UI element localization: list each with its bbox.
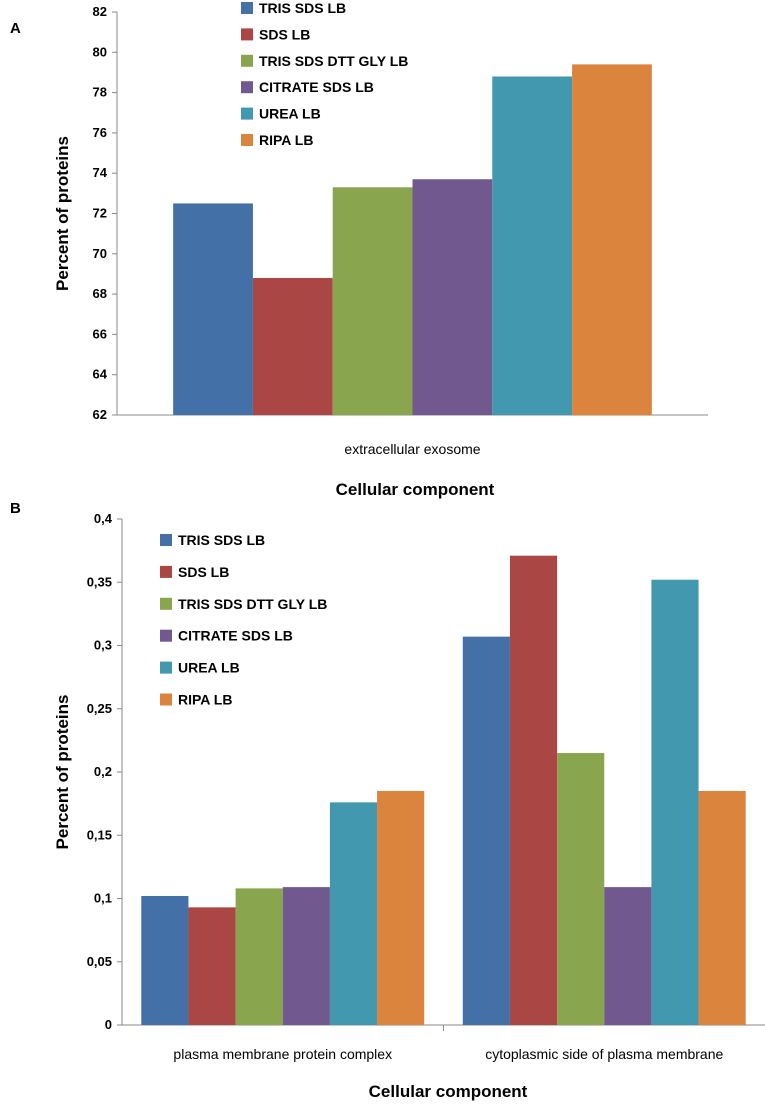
bar-citrate-sds-lb-extracellular-exosome: [412, 179, 493, 415]
legend-label: RIPA LB: [178, 692, 232, 708]
legend-swatch-sds-lb: [160, 565, 172, 578]
y-tick-label: 0,3: [94, 638, 112, 653]
y-tick-label: 0,35: [87, 574, 112, 589]
y-tick-label: 72: [93, 206, 107, 221]
bar-ripa-lb-plasma-membrane-protein-complex: [377, 790, 425, 1025]
y-tick-label: 0,05: [87, 954, 112, 969]
y-tick-label: 74: [93, 165, 108, 180]
panel-b-chart: B 0 0,05 0,1 0,15 0,2 0,25 0,3 0,35 0,4 plasma me…: [10, 500, 765, 1101]
bar-tris-sds-lb-cytoplasmic-side-of-plasma-membrane: [462, 636, 510, 1025]
bar-tris-sds-lb-extracellular-exosome: [173, 203, 253, 415]
legend-label: SDS LB: [178, 564, 229, 580]
y-tick-label: 78: [93, 85, 107, 100]
x-category-label: extracellular exosome: [344, 441, 480, 457]
legend-swatch-tris-sds-dtt-gly-lb: [160, 597, 172, 610]
bar-ripa-lb-extracellular-exosome: [572, 64, 652, 415]
y-tick-label: 68: [93, 286, 107, 301]
legend-label: TRIS SDS LB: [259, 0, 346, 16]
legend-label: TRIS SDS LB: [178, 532, 265, 548]
legend-swatch-urea-lb: [160, 661, 172, 674]
legend: TRIS SDS LB SDS LB TRIS SDS DTT GLY LB CITR…: [160, 532, 327, 708]
legend-swatch-ripa-lb: [160, 693, 172, 706]
bar-tris-sds-dtt-gly-lb-cytoplasmic-side-of-plasma-membrane: [557, 753, 605, 1025]
legend-label: UREA LB: [259, 106, 321, 122]
legend-swatch-citrate-sds-lb: [160, 629, 172, 642]
y-tick-label: 0: [105, 1017, 112, 1032]
bar-tris-sds-dtt-gly-lb-plasma-membrane-protein-complex: [235, 888, 283, 1025]
y-tick-label: 82: [93, 4, 107, 19]
legend-label: UREA LB: [178, 660, 240, 676]
x-axis-title: Cellular component: [336, 480, 495, 499]
y-tick-label: 76: [93, 125, 107, 140]
bar-tris-sds-lb-plasma-membrane-protein-complex: [141, 895, 189, 1025]
legend-swatch-sds-lb: [241, 28, 253, 41]
legend-label: CITRATE SDS LB: [259, 79, 374, 95]
bar-citrate-sds-lb-plasma-membrane-protein-complex: [282, 887, 330, 1025]
y-tick-label: 66: [93, 326, 107, 341]
legend: TRIS SDS LB SDS LB TRIS SDS DTT GLY LB CITR…: [241, 0, 408, 148]
bar-citrate-sds-lb-cytoplasmic-side-of-plasma-membrane: [604, 887, 652, 1025]
panel-b-label: B: [10, 500, 21, 517]
y-tick-label: 0,25: [87, 701, 112, 716]
y-tick-label: 64: [93, 367, 108, 382]
legend-swatch-tris-sds-lb: [241, 2, 253, 14]
bar-tris-sds-dtt-gly-lb-extracellular-exosome: [332, 187, 413, 415]
y-tick-label: 80: [93, 44, 107, 59]
legend-label: CITRATE SDS LB: [178, 628, 293, 644]
bar-urea-lb-extracellular-exosome: [492, 76, 573, 415]
legend-swatch-urea-lb: [241, 107, 253, 120]
bar-urea-lb-plasma-membrane-protein-complex: [329, 802, 378, 1025]
bar-sds-lb-cytoplasmic-side-of-plasma-membrane: [509, 555, 558, 1025]
bar-sds-lb-plasma-membrane-protein-complex: [188, 907, 236, 1025]
legend-label: SDS LB: [259, 26, 310, 42]
y-tick-label: 0,4: [94, 511, 113, 526]
legend-swatch-tris-sds-lb: [160, 534, 172, 546]
x-category-label: plasma membrane protein complex: [173, 1046, 392, 1062]
bar-ripa-lb-cytoplasmic-side-of-plasma-membrane: [698, 790, 746, 1025]
x-category-label: cytoplasmic side of plasma membrane: [485, 1046, 723, 1062]
y-tick-label: 0,2: [94, 764, 112, 779]
y-tick-label: 0,15: [87, 827, 112, 842]
legend-label: TRIS SDS DTT GLY LB: [178, 596, 327, 612]
y-tick-label: 70: [93, 246, 107, 261]
x-axis-title: Cellular component: [369, 1082, 528, 1101]
legend-swatch-citrate-sds-lb: [241, 81, 253, 94]
legend-swatch-tris-sds-dtt-gly-lb: [241, 54, 253, 67]
bar-urea-lb-cytoplasmic-side-of-plasma-membrane: [651, 579, 699, 1025]
legend-label: RIPA LB: [259, 132, 313, 148]
legend-swatch-ripa-lb: [241, 134, 253, 146]
y-tick-label: 62: [93, 407, 107, 422]
panel-a-label: A: [10, 20, 21, 37]
bar-sds-lb-extracellular-exosome: [252, 277, 333, 415]
legend-label: TRIS SDS DTT GLY LB: [259, 53, 408, 69]
y-tick-label: 0,1: [94, 891, 112, 906]
y-axis-title: Percent of proteins: [53, 695, 72, 850]
panel-a-chart: A 62 64 66 68 70 72 74 76 78 80 82 extracellular ex…: [10, 0, 708, 499]
y-axis-title: Percent of proteins: [53, 136, 72, 291]
